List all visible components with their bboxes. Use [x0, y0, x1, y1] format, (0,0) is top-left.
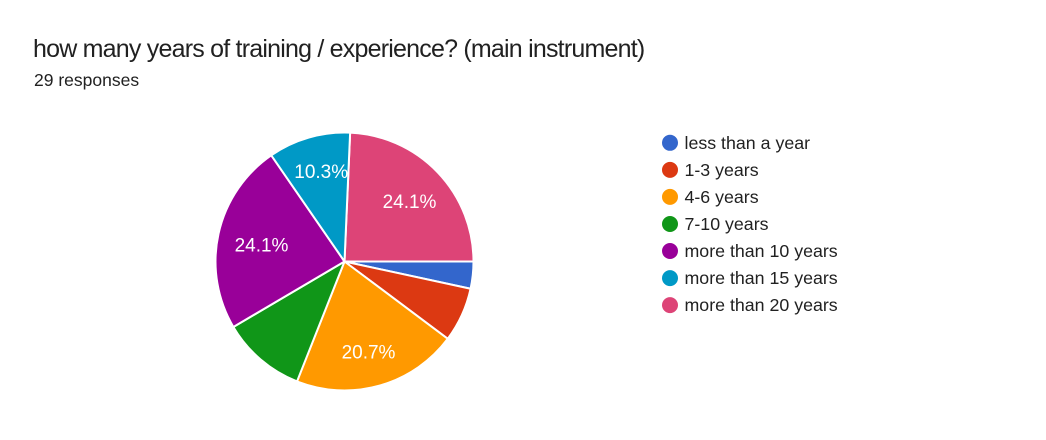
svg-text:1-3 years: 1-3 years: [685, 160, 759, 180]
svg-text:7-10 years: 7-10 years: [685, 214, 769, 234]
svg-text:10.3%: 10.3%: [294, 162, 348, 183]
svg-text:24.1%: 24.1%: [235, 236, 289, 257]
svg-text:more than 15 years: more than 15 years: [685, 268, 838, 288]
svg-text:more than 20 years: more than 20 years: [685, 295, 838, 315]
svg-text:less than a year: less than a year: [685, 133, 811, 153]
svg-text:more than 10 years: more than 10 years: [685, 241, 838, 261]
svg-text:20.7%: 20.7%: [342, 342, 396, 363]
svg-text:24.1%: 24.1%: [383, 192, 437, 213]
svg-text:4-6 years: 4-6 years: [685, 187, 759, 207]
